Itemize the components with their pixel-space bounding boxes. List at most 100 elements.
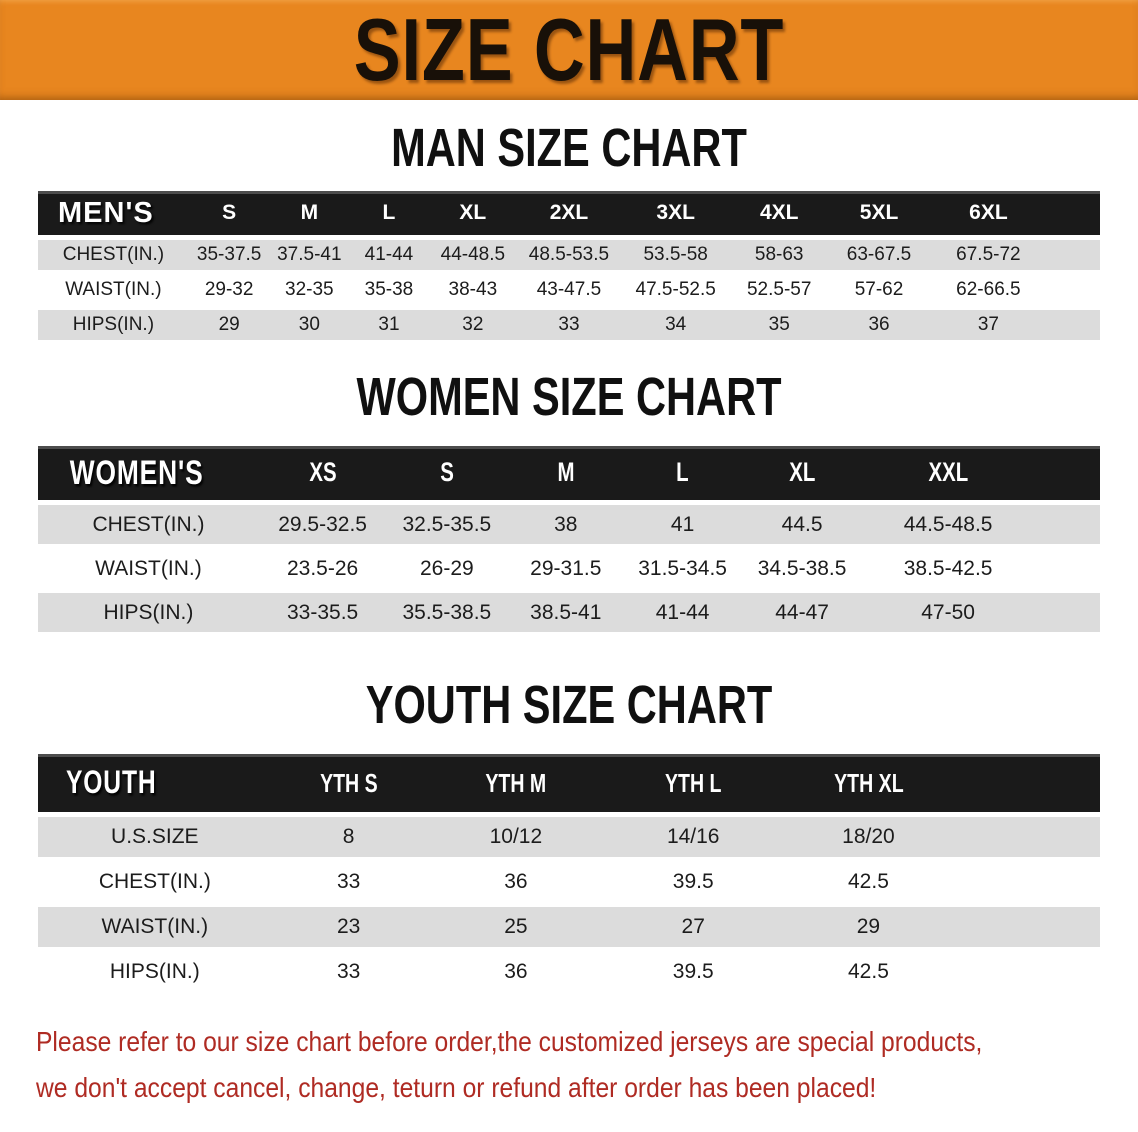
size-cell: 57-62 xyxy=(828,275,930,305)
table-row: CHEST(IN.) 29.5-32.5 32.5-35.5 38 41 44.5 44.5… xyxy=(38,505,1100,544)
size-cell: 33 xyxy=(271,862,426,902)
cell-text: M xyxy=(300,201,319,224)
cell-text: 39.5 xyxy=(672,960,714,983)
size-cell: 27 xyxy=(606,907,781,947)
youth-size-table: YOUTH YTH S YTH M YTH L YTH XL U.S.SIZE 8 10/12… xyxy=(38,749,1100,997)
size-cell: 30 xyxy=(269,310,350,340)
size-cell: 35.5-38.5 xyxy=(386,593,508,632)
row-label: WAIST(IN.) xyxy=(38,549,259,588)
size-cell: 37.5-41 xyxy=(269,240,350,270)
table-row: WAIST(IN.) 23 25 27 29 xyxy=(38,907,1100,947)
cell-text: HIPS(IN.) xyxy=(109,960,200,983)
cell-text: 29-31.5 xyxy=(530,556,602,580)
column-header: YTH S xyxy=(271,754,426,812)
size-cell: 32 xyxy=(428,310,517,340)
cell-text: 48.5-53.5 xyxy=(528,244,610,265)
column-header: S xyxy=(188,191,270,235)
size-cell: 41-44 xyxy=(349,240,429,270)
column-header: XXL xyxy=(863,446,1034,500)
row-label: CHEST(IN.) xyxy=(38,505,259,544)
size-cell: 42.5 xyxy=(780,862,957,902)
cell-text: 18/20 xyxy=(842,825,895,848)
note-line-1: Please refer to our size chart before or… xyxy=(36,1019,1138,1065)
cell-text: S xyxy=(440,457,454,488)
cell-text: 36 xyxy=(868,314,890,335)
size-cell: 23 xyxy=(271,907,426,947)
cell-text: 14/16 xyxy=(666,825,720,848)
size-cell: 47.5-52.5 xyxy=(620,275,731,305)
size-cell: 48.5-53.5 xyxy=(516,240,621,270)
cell-text: 37.5-41 xyxy=(277,244,342,265)
youth-size-section: YOUTH SIZE CHART YOUTH YTH S YTH M YTH L YTH… xyxy=(0,678,1138,997)
size-cell: 29-31.5 xyxy=(507,549,625,588)
cell-text: 23 xyxy=(336,915,361,938)
cell-text: 47-50 xyxy=(921,600,975,624)
cell-text: 32 xyxy=(462,314,484,335)
column-header: M xyxy=(507,446,625,500)
size-cell: 58-63 xyxy=(730,240,829,270)
filler-cell xyxy=(1046,310,1100,340)
row-label: CHEST(IN.) xyxy=(38,240,189,270)
cell-text: YOUTH xyxy=(65,764,157,801)
cell-text: CHEST(IN.) xyxy=(62,244,165,265)
table-corner-label: WOMEN'S xyxy=(38,446,259,500)
size-cell: 47-50 xyxy=(863,593,1034,632)
size-cell: 38 xyxy=(507,505,625,544)
size-cell: 18/20 xyxy=(780,817,957,857)
column-header: S xyxy=(386,446,508,500)
table-row: CHEST(IN.) 33 36 39.5 42.5 xyxy=(38,862,1100,902)
cell-text: 36 xyxy=(504,960,528,983)
cell-text: 44.5 xyxy=(781,512,823,536)
size-cell: 31.5-34.5 xyxy=(624,549,742,588)
size-cell: 41 xyxy=(624,505,742,544)
cell-text: WAIST(IN.) xyxy=(101,915,209,938)
size-cell: 31 xyxy=(349,310,429,340)
cell-text: S xyxy=(222,201,237,224)
man-size-heading: MAN SIZE CHART xyxy=(0,121,1138,175)
cell-text: 30 xyxy=(298,314,320,335)
size-cell: 32-35 xyxy=(269,275,350,305)
size-cell: 52.5-57 xyxy=(730,275,829,305)
column-header: 4XL xyxy=(730,191,829,235)
filler-cell xyxy=(956,862,1100,902)
size-cell: 63-67.5 xyxy=(828,240,930,270)
cell-text: 10/12 xyxy=(489,825,543,848)
filler-cell xyxy=(956,952,1100,992)
man-size-section: MAN SIZE CHART MEN'S S M L XL 2XL 3XL 4XL 5XL 6XL… xyxy=(0,121,1138,345)
size-cell: 10/12 xyxy=(425,817,607,857)
size-cell: 36 xyxy=(425,862,607,902)
cell-text: 8 xyxy=(342,825,355,848)
size-cell: 33-35.5 xyxy=(258,593,387,632)
women-size-heading: WOMEN SIZE CHART xyxy=(0,370,1138,424)
column-header: 6XL xyxy=(930,191,1047,235)
size-cell: 44.5-48.5 xyxy=(863,505,1034,544)
cell-text: 2XL xyxy=(549,201,589,224)
men-size-table: MEN'S S M L XL 2XL 3XL 4XL 5XL 6XL CHEST(IN.) 35-37… xyxy=(38,186,1100,345)
page-title: SIZE CHART xyxy=(353,0,785,99)
cell-text: L xyxy=(676,457,689,488)
cell-text: 35-38 xyxy=(364,279,414,300)
column-header: 3XL xyxy=(620,191,731,235)
cell-text: 29 xyxy=(856,915,881,938)
size-cell: 35 xyxy=(730,310,829,340)
cell-text: YTH L xyxy=(664,767,722,797)
cell-text: 44.5-48.5 xyxy=(903,512,993,536)
cell-text: 23.5-26 xyxy=(286,556,359,580)
cell-text: 38.5-41 xyxy=(530,600,602,624)
column-header: XL xyxy=(428,191,517,235)
table-corner-label: YOUTH xyxy=(38,754,272,812)
size-cell: 23.5-26 xyxy=(258,549,387,588)
cell-text: 29 xyxy=(218,314,240,335)
cell-text: 67.5-72 xyxy=(956,244,1021,265)
filler-cell xyxy=(1033,593,1100,632)
cell-text: WOMEN'S xyxy=(69,452,204,493)
row-label: U.S.SIZE xyxy=(38,817,272,857)
cell-text: 38-43 xyxy=(448,279,498,300)
table-row: WAIST(IN.) 29-32 32-35 35-38 38-43 43-47.5 47.… xyxy=(38,275,1100,305)
cell-text: 41-44 xyxy=(655,600,710,624)
column-header: YTH M xyxy=(425,754,607,812)
size-cell: 41-44 xyxy=(624,593,742,632)
column-header: XL xyxy=(741,446,864,500)
column-header: XS xyxy=(258,446,387,500)
